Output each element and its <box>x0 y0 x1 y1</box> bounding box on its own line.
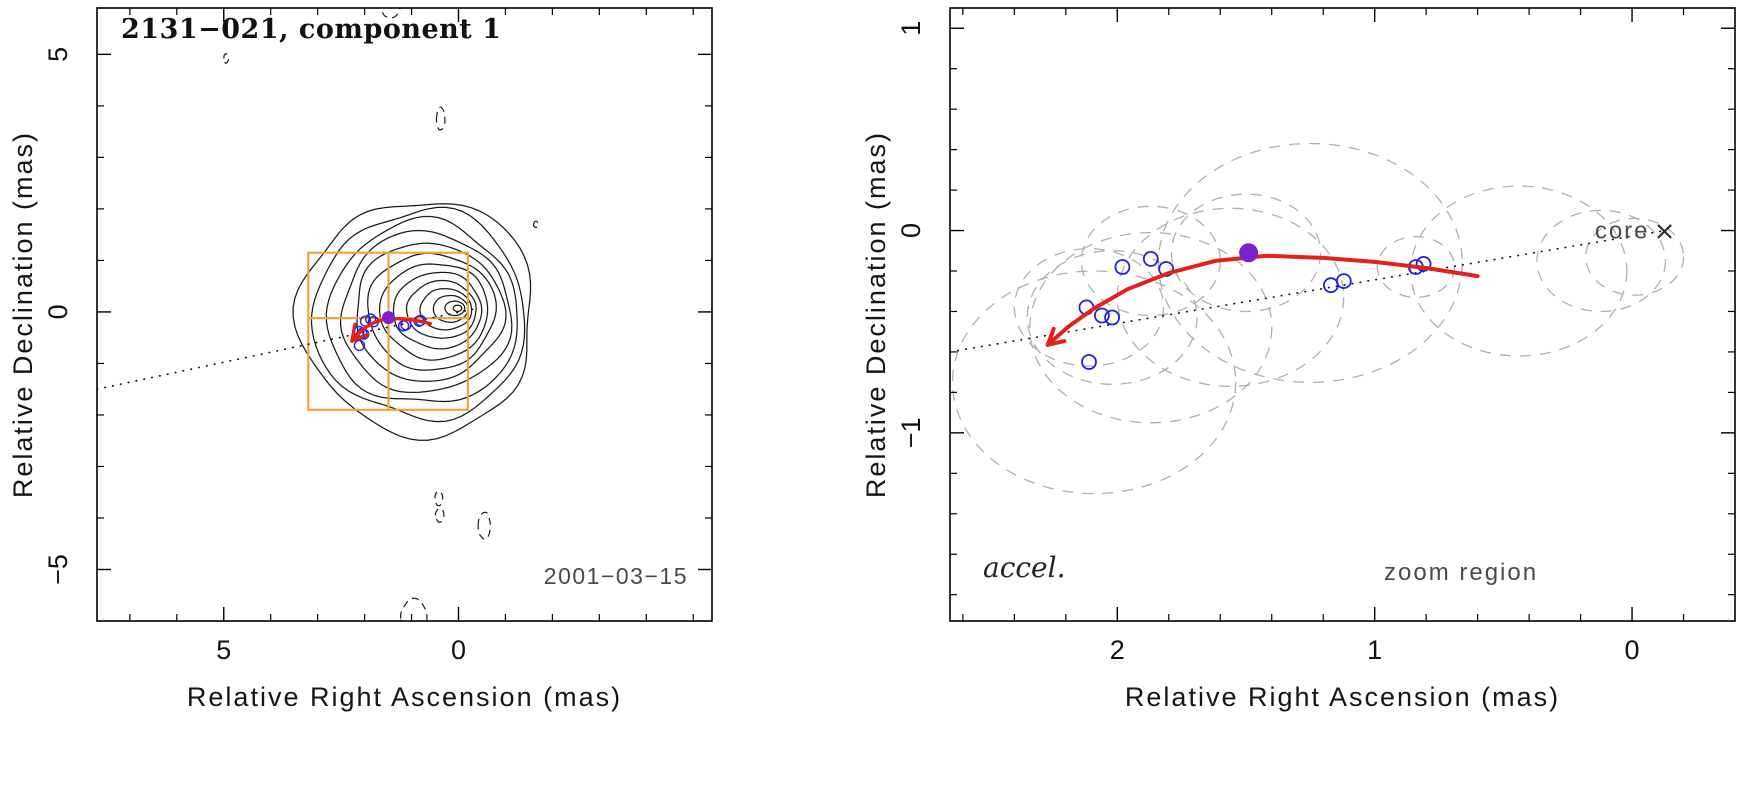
right-panel-yaxis-title: Relative Declination (mas) <box>860 130 891 499</box>
component-position-marker <box>1323 277 1339 294</box>
trajectory-arrowhead <box>350 322 357 343</box>
uncertainty-circle <box>951 270 1237 495</box>
left-panel-yaxis-title-wrap: Relative Declination (mas) <box>0 8 46 621</box>
contour-line <box>310 206 526 423</box>
current-epoch-marker <box>382 311 395 325</box>
y-tick-label: −5 <box>43 554 73 585</box>
negative-contour-line <box>434 490 444 507</box>
contour-line <box>339 229 513 394</box>
core-cross-icon: × <box>1654 217 1676 247</box>
x-tick-label: 1 <box>1367 635 1382 665</box>
left-panel-title: 2131−021, component 1 <box>121 14 502 45</box>
y-tick-label: 5 <box>43 47 73 62</box>
core-label: core <box>1595 218 1650 245</box>
left-panel-yaxis-title: Relative Declination (mas) <box>7 130 38 499</box>
uncertainty-circle <box>1029 231 1273 424</box>
component-position-marker <box>1415 255 1432 272</box>
contour-line <box>292 203 532 441</box>
trajectory-arrowhead <box>350 332 370 343</box>
left-panel-epoch-label: 2001−03−15 <box>543 563 688 589</box>
core-direction-dotted-line <box>950 229 1667 353</box>
contour-line <box>405 279 477 339</box>
component-position-marker <box>1335 273 1352 290</box>
negative-contour-line <box>434 508 445 523</box>
y-tick-label: 0 <box>896 223 926 238</box>
y-tick-label: −1 <box>896 418 926 449</box>
contour-line <box>392 271 483 350</box>
contour-line <box>419 288 473 331</box>
left-panel-plot <box>97 8 539 621</box>
x-tick-label: 0 <box>1625 635 1640 665</box>
negative-contour-line <box>380 8 401 19</box>
right-panel-plot: ×core <box>950 142 1685 495</box>
left-panel-xaxis-title: Relative Right Ascension (mas) <box>186 682 623 712</box>
current-epoch-marker <box>1239 243 1259 263</box>
right-panel-xaxis-title: Relative Right Ascension (mas) <box>1124 682 1561 712</box>
negative-contour-line <box>223 53 230 64</box>
contour-line <box>356 242 507 382</box>
uncertainty-circle <box>1157 142 1463 383</box>
uncertainty-circle <box>1026 250 1198 385</box>
negative-contour-line <box>533 220 539 228</box>
x-tick-label: 2 <box>1110 635 1125 665</box>
axis-frame <box>949 7 1736 622</box>
axis-frame <box>96 7 713 622</box>
contour-line <box>367 252 497 371</box>
uncertainty-circle <box>1116 207 1345 387</box>
contour-line <box>325 215 518 403</box>
trajectory-arrowhead <box>1045 326 1056 347</box>
y-tick-label: 0 <box>43 304 73 319</box>
trajectory-arrowhead <box>1045 339 1067 347</box>
contour-line <box>452 304 463 313</box>
right-panel-yaxis-title-wrap: Relative Declination (mas) <box>853 8 899 621</box>
component-position-marker <box>1104 309 1120 326</box>
x-tick-label: 0 <box>451 635 466 665</box>
uncertainty-circle <box>1013 248 1165 367</box>
y-tick-label: 1 <box>896 21 926 36</box>
uncertainty-circle <box>1585 217 1685 296</box>
negative-contour-line <box>435 106 446 131</box>
contour-line <box>378 263 489 361</box>
negative-contour-line <box>477 511 491 540</box>
accel-annotation: accel. <box>983 551 1066 584</box>
uncertainty-circle <box>1080 205 1221 317</box>
component-position-marker <box>1142 250 1159 267</box>
uncertainty-circle <box>1536 209 1667 313</box>
zoom-region-annotation: zoom region <box>1384 559 1539 586</box>
component-position-marker <box>1114 259 1131 275</box>
component-position-marker <box>1094 307 1110 324</box>
x-tick-label: 5 <box>216 635 231 665</box>
trajectory-curve <box>1045 253 1480 347</box>
uncertainty-circle <box>1170 193 1322 313</box>
negative-contour-line <box>400 597 428 621</box>
component-position-marker <box>1081 354 1097 370</box>
component-position-marker <box>353 339 366 352</box>
